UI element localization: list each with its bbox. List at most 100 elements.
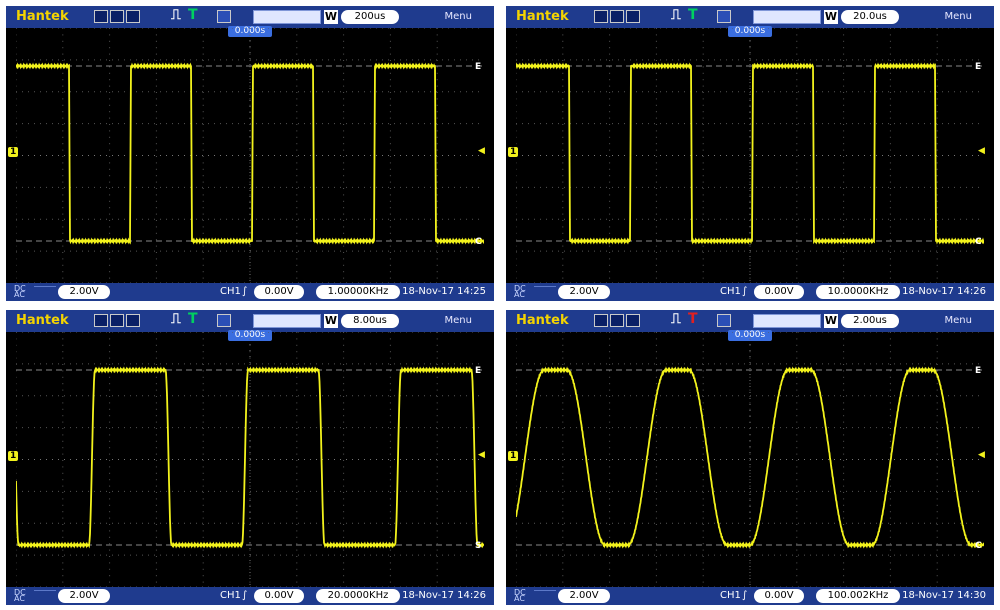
grid-dot xyxy=(816,28,817,29)
grid-dot xyxy=(220,490,221,492)
grid-dot xyxy=(936,338,938,340)
grid-dot xyxy=(343,277,345,279)
grid-dot xyxy=(389,117,391,119)
line-icon[interactable] xyxy=(110,10,124,23)
grid-dot xyxy=(202,123,203,125)
grid-icon[interactable] xyxy=(626,10,640,23)
save-icon[interactable] xyxy=(217,314,231,327)
grid-dot xyxy=(936,98,938,100)
grid-dot xyxy=(810,363,811,365)
grid-icon[interactable] xyxy=(126,10,140,23)
save-icon[interactable] xyxy=(717,10,731,23)
waveform-icon[interactable] xyxy=(94,314,108,327)
pulse-icon[interactable]: ⎍ xyxy=(671,311,681,327)
grid-dot xyxy=(256,250,257,252)
grid-dot xyxy=(249,104,251,106)
grid-dot xyxy=(160,490,161,492)
grid-dot xyxy=(843,79,845,81)
grid-dot xyxy=(34,91,35,93)
timebase-value[interactable]: 200us xyxy=(341,10,399,24)
grid-dot xyxy=(76,218,77,220)
ch1-scale[interactable]: 2.00V xyxy=(58,285,110,299)
grid-dot xyxy=(62,332,64,333)
trigger-level[interactable]: 0.00V xyxy=(254,589,304,603)
line-icon[interactable] xyxy=(610,10,624,23)
grid-dot xyxy=(889,188,891,189)
grid-dot xyxy=(889,220,891,221)
grid-dot xyxy=(582,586,583,587)
grid-dot xyxy=(400,282,401,283)
grid-dot xyxy=(436,524,438,525)
grid-dot xyxy=(606,28,607,29)
grid-dot xyxy=(609,232,611,234)
grid-icon[interactable] xyxy=(626,314,640,327)
pulse-icon[interactable]: ⎍ xyxy=(671,7,681,23)
timebase-value[interactable]: 20.0us xyxy=(841,10,899,24)
grid-dot xyxy=(184,282,185,283)
trigger-level[interactable]: 0.00V xyxy=(254,285,304,299)
grid-dot xyxy=(924,28,925,29)
pulse-icon[interactable]: ⎍ xyxy=(171,311,181,327)
grid-dot xyxy=(448,522,449,524)
grid-dot xyxy=(343,357,345,359)
grid-dot xyxy=(436,175,438,177)
grid-dot xyxy=(118,91,119,93)
grid-dot xyxy=(352,554,353,556)
grid-dot xyxy=(148,91,149,93)
waveform-icon[interactable] xyxy=(94,10,108,23)
trigger-level[interactable]: 0.00V xyxy=(754,589,804,603)
grid-dot xyxy=(46,186,47,188)
timebase-value[interactable]: 8.00us xyxy=(341,314,399,328)
grid-dot xyxy=(109,28,111,29)
grid-dot xyxy=(106,186,107,188)
grid-dot xyxy=(804,282,805,283)
grid-dot xyxy=(749,232,751,234)
grid-dot xyxy=(472,218,473,220)
grid-dot xyxy=(702,536,704,538)
timebase-value[interactable]: 2.00us xyxy=(841,314,899,328)
grid-dot xyxy=(655,98,657,100)
grid-dot xyxy=(534,282,535,283)
grid-dot xyxy=(202,28,203,29)
grid-dot xyxy=(678,522,679,524)
grid-dot xyxy=(655,40,657,42)
trigger-level[interactable]: 0.00V xyxy=(754,285,804,299)
grid-dot xyxy=(660,59,661,61)
ch1-scale[interactable]: 2.00V xyxy=(558,589,610,603)
grid-dot xyxy=(894,363,895,365)
waveform-icon[interactable] xyxy=(594,314,608,327)
save-icon[interactable] xyxy=(717,314,731,327)
grid-dot xyxy=(749,136,751,138)
ch1-scale[interactable]: 2.00V xyxy=(58,589,110,603)
grid-dot xyxy=(304,218,305,220)
grid-dot xyxy=(876,282,877,283)
menu-button[interactable]: Menu xyxy=(444,315,472,326)
grid-dot xyxy=(249,466,251,468)
grid-dot xyxy=(238,250,239,252)
line-icon[interactable] xyxy=(610,314,624,327)
ch1-scale[interactable]: 2.00V xyxy=(558,285,610,299)
grid-dot xyxy=(340,59,341,61)
grid-dot xyxy=(843,117,845,119)
save-icon[interactable] xyxy=(217,10,231,23)
waveform-icon[interactable] xyxy=(594,10,608,23)
grid-icon[interactable] xyxy=(126,314,140,327)
menu-button[interactable]: Menu xyxy=(944,315,972,326)
pulse-icon[interactable]: ⎍ xyxy=(171,7,181,23)
grid-dot xyxy=(454,59,455,61)
grid-dot xyxy=(960,123,961,125)
grid-dot xyxy=(109,402,111,404)
grid-dot xyxy=(310,91,311,93)
grid-dot xyxy=(876,522,877,524)
menu-button[interactable]: Menu xyxy=(444,11,472,22)
grid-dot xyxy=(466,282,467,283)
grid-dot xyxy=(516,549,517,551)
grid-dot xyxy=(870,282,871,283)
grid-dot xyxy=(816,554,817,556)
grid-dot xyxy=(552,522,553,524)
grid-dot xyxy=(852,395,853,397)
line-icon[interactable] xyxy=(110,314,124,327)
menu-button[interactable]: Menu xyxy=(944,11,972,22)
grid-dot xyxy=(424,395,425,397)
grid-dot xyxy=(552,91,553,93)
